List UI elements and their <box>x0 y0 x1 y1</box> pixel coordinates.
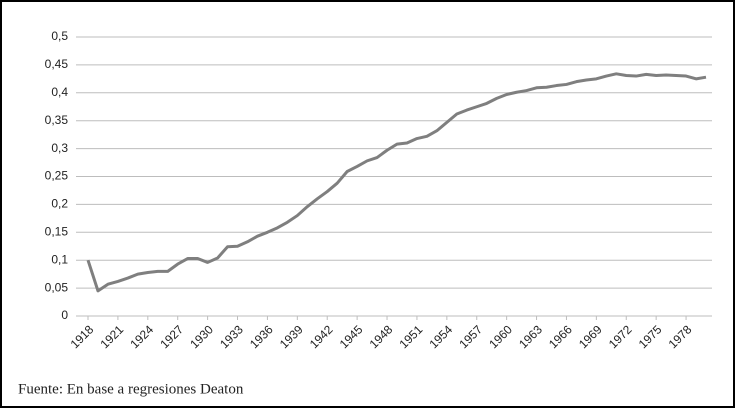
y-tick-label: 0,3 <box>51 141 68 155</box>
source-note: Fuente: En base a regresiones Deaton <box>18 381 244 397</box>
y-tick-label: 0 <box>61 308 68 322</box>
y-tick-label: 0,45 <box>45 57 69 71</box>
y-tick-label: 0,4 <box>51 85 68 99</box>
y-tick-label: 0,35 <box>45 113 69 127</box>
y-tick-label: 0,15 <box>45 224 69 238</box>
y-tick-label: 0,1 <box>51 252 68 266</box>
y-tick-label: 0,2 <box>51 197 68 211</box>
data-line <box>86 72 707 293</box>
y-tick-label: 0,05 <box>45 280 69 294</box>
y-tick-label: 0,5 <box>51 29 68 43</box>
y-tick-label: 0,25 <box>45 169 69 183</box>
